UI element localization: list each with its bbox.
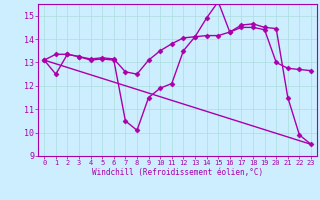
X-axis label: Windchill (Refroidissement éolien,°C): Windchill (Refroidissement éolien,°C) <box>92 168 263 177</box>
